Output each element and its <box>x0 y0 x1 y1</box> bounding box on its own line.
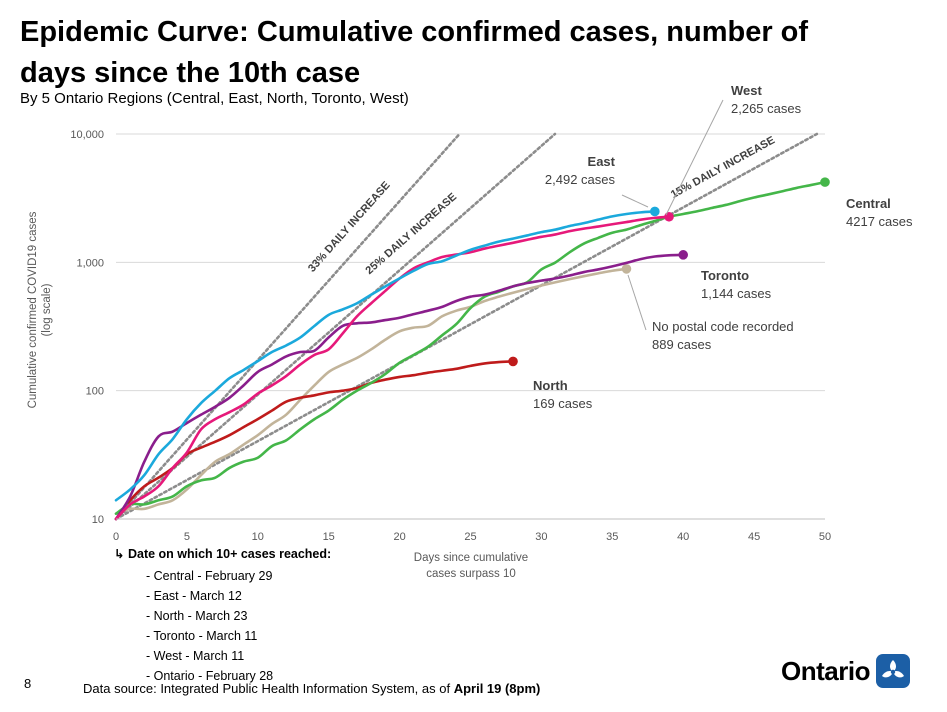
reference-line <box>114 132 461 521</box>
data-labels: West 2,265 cases East 2,492 cases Central 421… <box>533 83 913 411</box>
x-tick-label: 15 <box>323 531 335 543</box>
data-source-text: Data source: Integrated Public Health In… <box>83 681 454 696</box>
y-tick-label: 1,000 <box>76 257 104 269</box>
data-source-date: April 19 (8pm) <box>453 681 541 696</box>
x-tick-label: 35 <box>606 531 618 543</box>
series-end-marker <box>820 177 830 187</box>
series-end-marker <box>664 211 674 222</box>
series-line <box>114 180 827 515</box>
series-value-label: 889 cases <box>652 337 712 352</box>
series-label: Toronto <box>701 268 749 283</box>
y-axis-title: (log scale) <box>41 283 53 336</box>
y-axis-title: Cumulative confirmed COVID19 cases <box>27 211 39 408</box>
x-tick-label: 40 <box>677 531 689 543</box>
y-tick-label: 100 <box>86 386 104 398</box>
series-value-label: 2,265 cases <box>731 101 802 116</box>
annotation-leader-line <box>621 194 649 208</box>
chart-subtitle: By 5 Ontario Regions (Central, East, Nor… <box>20 90 409 107</box>
series-end-marker <box>508 356 518 367</box>
x-axis-title: cases surpass 10 <box>426 568 516 580</box>
x-tick-label: 30 <box>535 531 547 543</box>
notes-header-text: Date on which 10+ cases reached: <box>127 547 332 561</box>
note-item: - Ontario - February 28 <box>146 669 274 683</box>
x-tick-label: 45 <box>748 531 760 543</box>
annotation-leader-line <box>665 99 724 216</box>
note-item: - Central - February 29 <box>146 569 273 583</box>
series-line <box>114 215 671 521</box>
series-value-label: 1,144 cases <box>701 286 772 301</box>
series-label: East <box>588 154 616 169</box>
reference-line <box>114 132 557 521</box>
series-value-label: 2,492 cases <box>545 172 616 187</box>
x-tick-label: 25 <box>464 531 476 543</box>
reference-line <box>114 132 819 521</box>
notes-arrow-icon: ↳ <box>114 547 125 561</box>
ontario-logo: Ontario <box>781 654 910 688</box>
series-end-marker <box>650 206 660 217</box>
logo-text: Ontario <box>781 655 870 686</box>
notes-list: - Central - February 29 - East - March 1… <box>146 566 273 686</box>
y-tick-label: 10 <box>92 514 104 526</box>
notes-header: ↳ Date on which 10+ cases reached: <box>114 546 331 561</box>
x-tick-label: 10 <box>252 531 264 543</box>
x-tick-label: 20 <box>393 531 405 543</box>
trillium-icon <box>875 654 910 688</box>
series-end-marker <box>621 264 632 274</box>
series-value-label: 169 cases <box>533 396 593 411</box>
series-line <box>114 267 628 515</box>
note-item: - West - March 11 <box>146 649 245 663</box>
note-item: - Toronto - March 11 <box>146 629 258 643</box>
chart-title: Epidemic Curve: Cumulative confirmed cas… <box>20 16 809 89</box>
series-end-marker <box>678 250 688 260</box>
x-tick-label: 5 <box>184 531 190 543</box>
annotation-leader-line <box>627 274 647 331</box>
y-tick-label: 10,000 <box>70 129 104 141</box>
axes: 10 100 1,000 10,000 0 5 10 15 20 25 30 35 40 45 50 Days… <box>27 129 831 580</box>
x-tick-label: 50 <box>819 531 831 543</box>
series-label: North <box>533 378 568 393</box>
series-line <box>114 253 685 521</box>
data-series <box>114 177 830 521</box>
series-label: Central <box>846 196 891 211</box>
reference-line-label: 15% DAILY INCREASE <box>669 134 777 201</box>
page-number: 8 <box>24 676 32 691</box>
series-label: West <box>731 83 762 98</box>
series-line <box>114 210 657 502</box>
note-item: - East - March 12 <box>146 589 242 603</box>
x-tick-label: 0 <box>113 531 119 543</box>
series-value-label: 4217 cases <box>846 214 913 229</box>
data-source-footer: Data source: Integrated Public Health In… <box>83 681 540 696</box>
series-label: No postal code recorded <box>652 319 794 334</box>
note-item: - North - March 23 <box>146 609 248 623</box>
x-axis-title: Days since cumulative <box>414 552 528 564</box>
